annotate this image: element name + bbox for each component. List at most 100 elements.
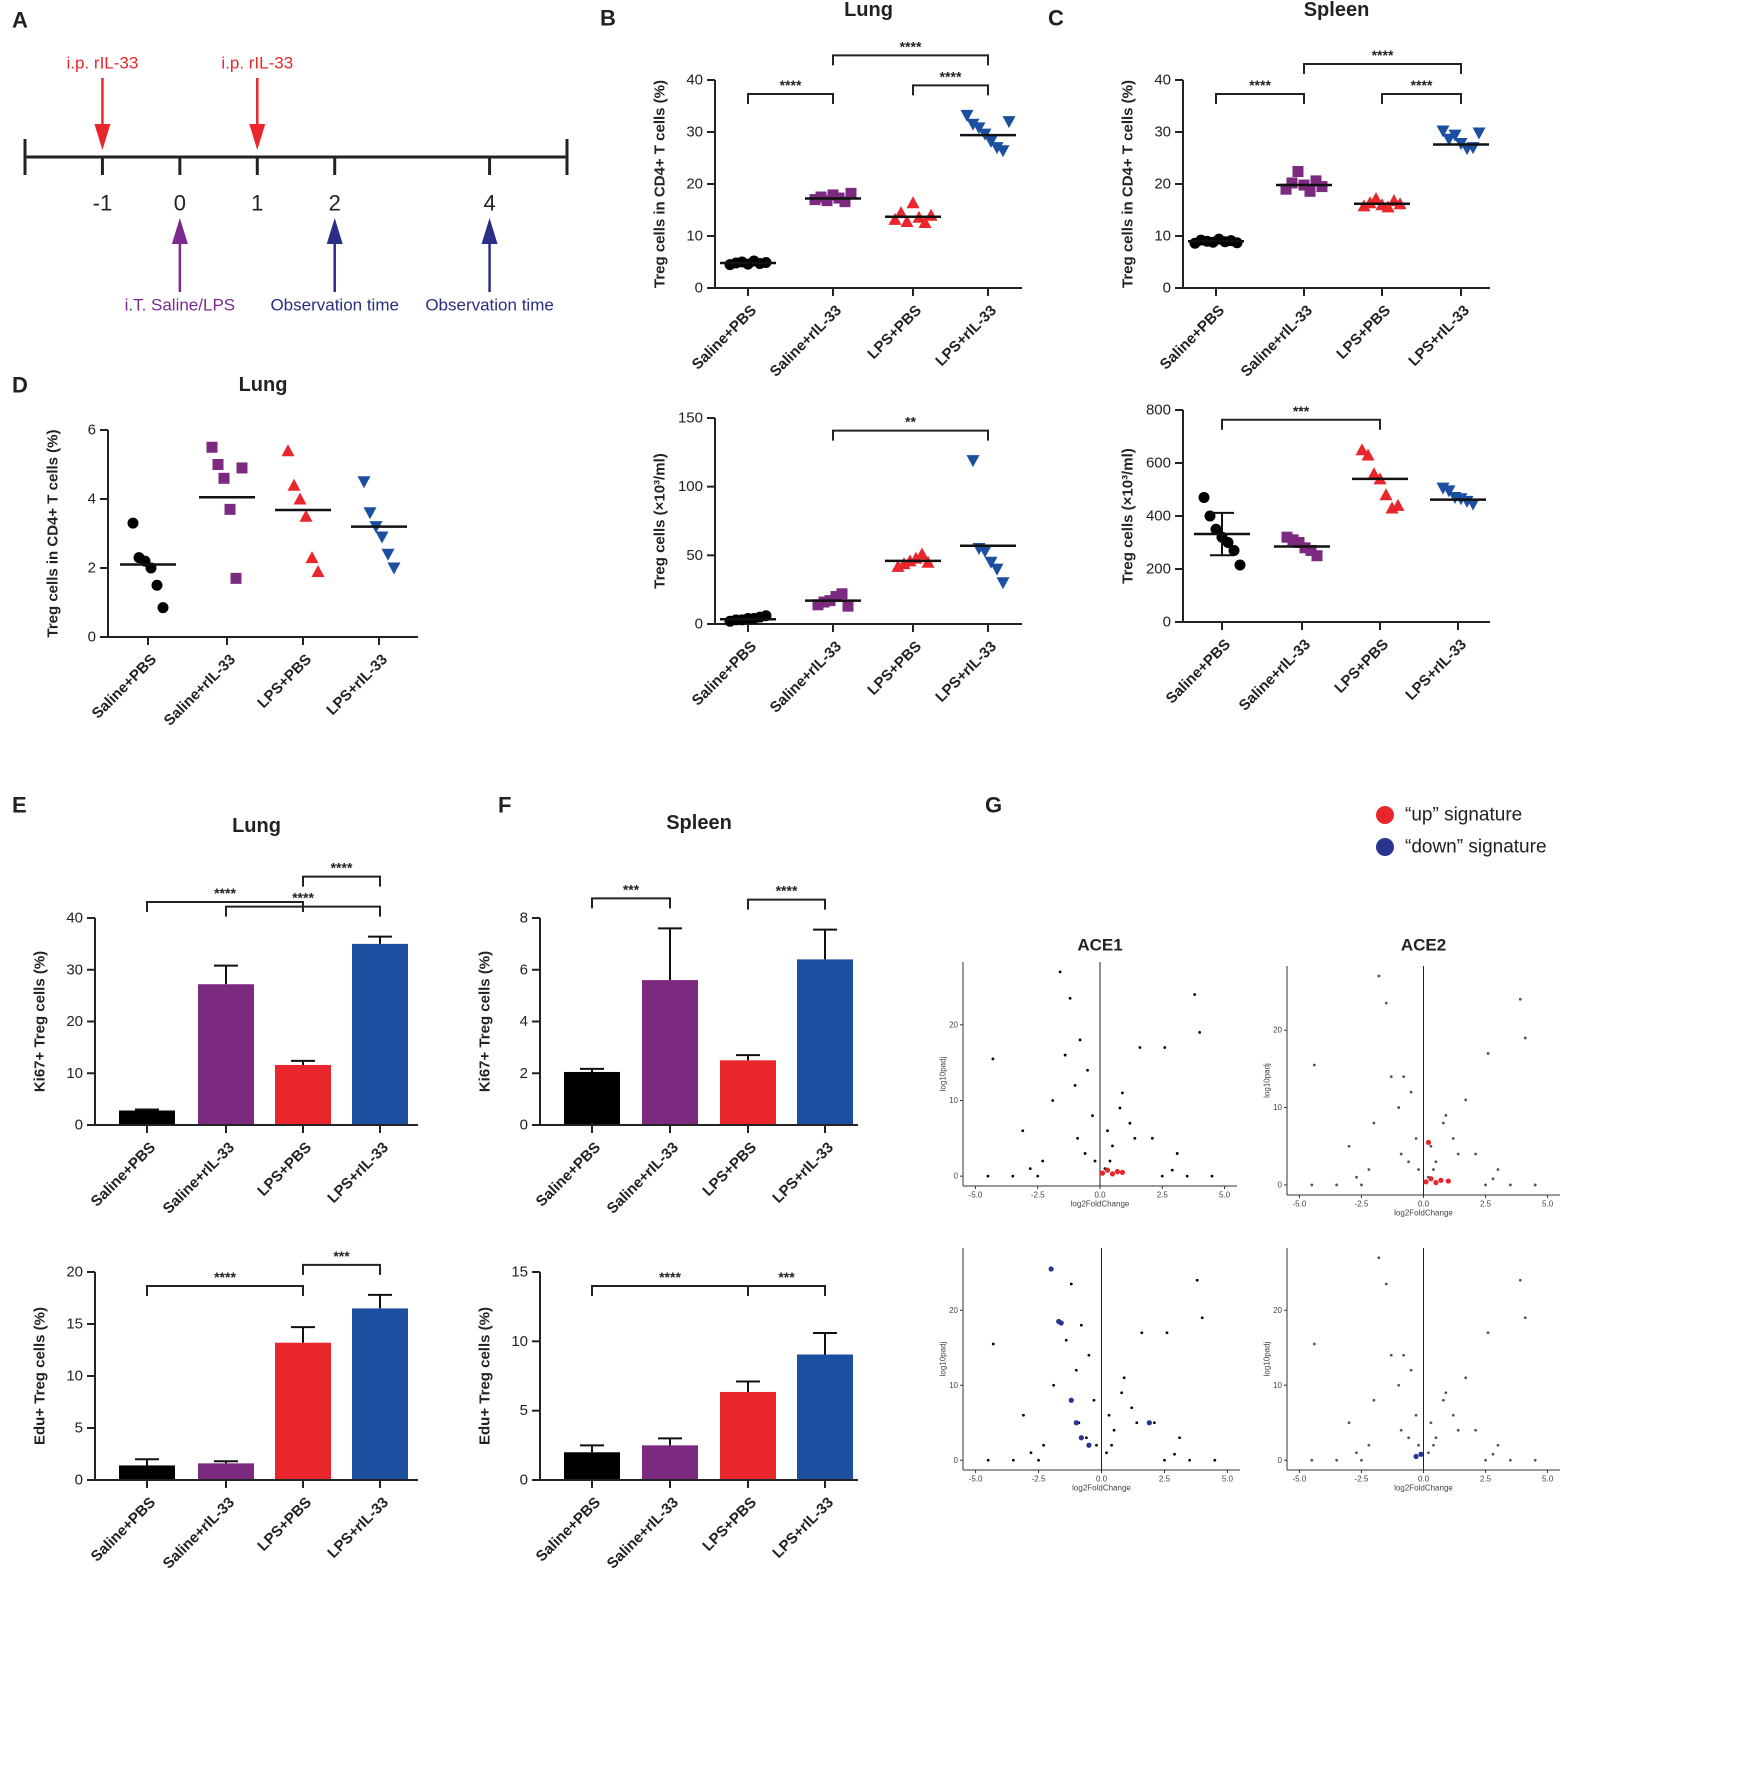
legend-label: “up” signature bbox=[1405, 805, 1522, 826]
x-tick-label: Saline+rIL-33 bbox=[767, 638, 845, 716]
gene-point bbox=[1051, 1099, 1055, 1102]
gene-point bbox=[1367, 1168, 1371, 1171]
data-point bbox=[1281, 531, 1293, 543]
error-bar bbox=[368, 1293, 392, 1309]
data-point bbox=[1304, 185, 1316, 197]
gene-point bbox=[1434, 1160, 1438, 1164]
gene-point bbox=[1112, 1428, 1116, 1432]
data-point bbox=[836, 588, 848, 600]
data-point bbox=[1292, 166, 1304, 178]
x-axis-label: log2FoldChange bbox=[1071, 1200, 1130, 1209]
gene-point bbox=[991, 1057, 995, 1061]
significance-bracket bbox=[302, 875, 381, 887]
error-bar bbox=[1210, 511, 1234, 557]
gene-point bbox=[1427, 1451, 1430, 1455]
gene-point bbox=[1110, 1443, 1113, 1447]
gene-point bbox=[1508, 1183, 1512, 1187]
gene-point bbox=[1474, 1428, 1478, 1432]
data-point bbox=[1369, 192, 1383, 205]
gene-point bbox=[1118, 1106, 1122, 1110]
y-tick-label: 10 bbox=[66, 1065, 83, 1082]
data-point bbox=[1355, 443, 1369, 456]
y-tick-label: 0 bbox=[954, 1456, 959, 1465]
gene-point bbox=[1021, 1129, 1025, 1133]
signature-point bbox=[1058, 1320, 1064, 1326]
timeline-tick-label: -1 bbox=[93, 191, 113, 216]
data-point bbox=[827, 189, 839, 201]
x-tick-label: 2.5 bbox=[1157, 1191, 1169, 1200]
data-point bbox=[381, 548, 395, 561]
data-point bbox=[305, 551, 319, 564]
arrow-head bbox=[326, 218, 343, 244]
error-bar bbox=[736, 1380, 760, 1392]
legend-swatch bbox=[1376, 806, 1394, 824]
error-bar bbox=[368, 935, 392, 944]
gene-point bbox=[1407, 1160, 1411, 1164]
x-tick-label: Saline+rIL-33 bbox=[1236, 636, 1314, 714]
gene-point bbox=[1533, 1183, 1537, 1187]
signature-point bbox=[1423, 1179, 1429, 1185]
gene-point bbox=[1312, 1063, 1316, 1067]
x-tick-label: 2.5 bbox=[1480, 1475, 1492, 1484]
gene-point bbox=[1486, 1331, 1490, 1335]
y-tick-label: 15 bbox=[511, 1264, 528, 1281]
arrow-head bbox=[249, 124, 266, 150]
bar bbox=[720, 1060, 776, 1125]
data-point bbox=[842, 600, 854, 612]
signature-point bbox=[1104, 1167, 1111, 1173]
x-tick-label: Saline+PBS bbox=[88, 1139, 159, 1210]
signature-point bbox=[1068, 1397, 1074, 1403]
gene-point bbox=[1335, 1183, 1339, 1187]
x-tick-label: 2.5 bbox=[1159, 1475, 1171, 1484]
x-tick-label: Saline+PBS bbox=[689, 638, 760, 709]
data-point bbox=[281, 444, 295, 457]
y-axis-label: log10padj bbox=[1263, 1341, 1272, 1376]
data-point bbox=[984, 556, 998, 569]
gene-point bbox=[1029, 1451, 1033, 1455]
data-point bbox=[1357, 199, 1371, 212]
y-tick-label: 0 bbox=[695, 280, 703, 297]
gene-point bbox=[1058, 970, 1062, 974]
chart-title: ACE1 bbox=[1077, 936, 1122, 955]
gene-point bbox=[1108, 1159, 1112, 1163]
data-point bbox=[924, 208, 938, 221]
gene-point bbox=[1347, 1144, 1351, 1148]
error-bar bbox=[135, 1458, 159, 1466]
gene-point bbox=[1355, 1451, 1358, 1455]
gene-point bbox=[1377, 974, 1381, 978]
data-point bbox=[1305, 544, 1317, 556]
x-tick-label: Saline+rIL-33 bbox=[604, 1139, 682, 1217]
error-bar bbox=[291, 1326, 315, 1343]
bar bbox=[564, 1452, 620, 1480]
gene-point bbox=[1484, 1458, 1487, 1462]
gene-point bbox=[1036, 1174, 1040, 1178]
event-label: i.p. rIL-33 bbox=[67, 54, 139, 73]
data-point bbox=[966, 455, 980, 468]
arrow-head bbox=[171, 218, 188, 244]
y-axis-label: Ki67+ Treg cells (%) bbox=[32, 951, 49, 1092]
y-tick-label: 10 bbox=[949, 1381, 958, 1390]
gene-point bbox=[1105, 1451, 1108, 1455]
gene-point bbox=[1106, 1129, 1109, 1133]
significance-label: *** bbox=[778, 1269, 795, 1285]
y-tick-label: 2 bbox=[520, 1065, 528, 1082]
significance-bracket bbox=[912, 84, 989, 96]
chart-title: Lung bbox=[844, 0, 893, 21]
x-axis-label: log2FoldChange bbox=[1394, 1484, 1453, 1493]
bar bbox=[720, 1391, 776, 1480]
gene-point bbox=[1402, 1075, 1406, 1079]
event-label: Observation time bbox=[270, 296, 399, 315]
y-tick-label: 10 bbox=[1154, 228, 1171, 245]
signature-point bbox=[1413, 1453, 1419, 1460]
gene-point bbox=[1491, 1177, 1495, 1181]
y-tick-label: 0 bbox=[1163, 614, 1171, 631]
panel-label: A bbox=[12, 8, 28, 33]
x-tick-label: -5.0 bbox=[969, 1475, 983, 1484]
x-tick-label: Saline+rIL-33 bbox=[767, 302, 845, 380]
significance-label: **** bbox=[1411, 77, 1433, 93]
significance-bracket bbox=[1303, 63, 1462, 74]
data-point bbox=[1234, 559, 1246, 571]
gene-point bbox=[1073, 1083, 1077, 1087]
gene-point bbox=[1092, 1398, 1096, 1402]
gene-point bbox=[1074, 1368, 1078, 1372]
